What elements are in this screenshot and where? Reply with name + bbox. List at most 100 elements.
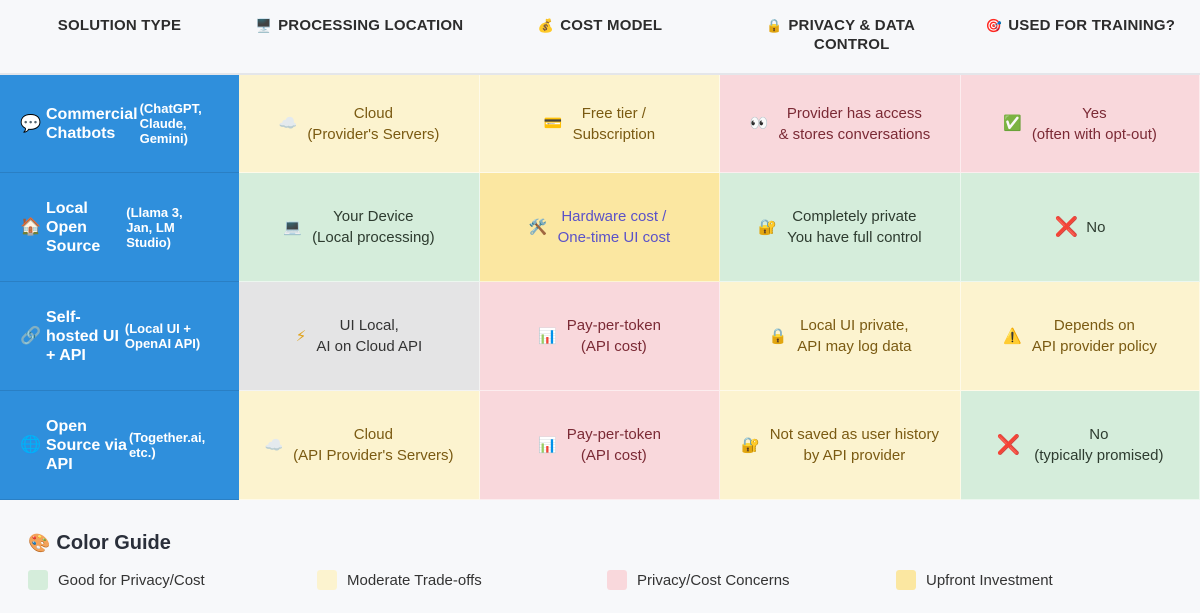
cell-training: ❌ No (typically promised) [961, 391, 1200, 500]
cell-processing-location: 💻 Your Device (Local processing) [239, 173, 480, 282]
row-title: Source via [46, 436, 127, 454]
cell-text: (Local processing) [312, 229, 435, 246]
row-title: Open [46, 417, 87, 435]
cell-text: Subscription [572, 125, 656, 143]
legend-label: Good for Privacy/Cost [58, 571, 205, 589]
tools-icon: 🛠️ [528, 218, 548, 236]
row-subtitle: Gemini) [139, 131, 188, 146]
cell-privacy: 🔐 Not saved as user history by API provid… [720, 391, 961, 500]
cell-cost-model: 💳 Free tier / Subscription [480, 75, 720, 173]
row-subtitle: (Local UI + [124, 321, 191, 336]
house-icon: 🏠 [20, 217, 42, 236]
cell-privacy: 🔒 Local UI private, API may log data [720, 282, 961, 391]
legend-item: Upfront Investment [896, 570, 1053, 590]
header-privacy: 🔒 PRIVACY & DATA CONTROL [720, 0, 961, 75]
table-row-self-hosted-ui: 🔗 Self- hosted UI + API (Local UI + Open… [0, 282, 1200, 391]
legend-swatch [317, 570, 337, 590]
cell-cost-model: 📊 Pay-per-token (API cost) [480, 391, 720, 500]
lock-with-key-icon: 🔐 [758, 218, 778, 236]
cell-text: Completely private [792, 208, 917, 225]
cross-mark-icon: ❌ [1054, 216, 1079, 238]
cell-training: ❌ No [961, 173, 1200, 282]
cell-text: One-time UI cost [557, 229, 671, 246]
legend-swatch [896, 570, 916, 590]
table-header: SOLUTION TYPE 🖥️ PROCESSING LOCATION 💰 C… [0, 0, 1200, 75]
cell-text: Hardware cost / [561, 208, 667, 225]
table-row-open-source-via-api: 🌐 Open Source via API (Together.ai, etc.… [0, 391, 1200, 500]
cell-text: API may log data [797, 338, 912, 355]
credit-card-icon: 💳 [543, 115, 563, 132]
link-icon: 🔗 [20, 326, 42, 345]
cell-text: (often with opt-out) [1031, 125, 1157, 143]
header-solution-type: SOLUTION TYPE [0, 0, 239, 75]
laptop-icon: 💻 [283, 218, 303, 236]
table-row-local-open-source: 🏠 Local Open Source (Llama 3, Jan, LM St… [0, 173, 1200, 282]
row-subtitle: Jan, LM [126, 219, 175, 235]
lock-with-key-icon: 🔐 [741, 436, 760, 454]
header-cost-model: 💰 COST MODEL [480, 0, 720, 75]
lock-icon: 🔒 [765, 18, 783, 33]
cell-text: Pay-per-token [566, 426, 661, 443]
row-label: 🔗 Self- hosted UI + API (Local UI + Open… [0, 282, 239, 391]
cell-text: (API cost) [580, 447, 647, 464]
legend-item: Good for Privacy/Cost [28, 570, 205, 590]
cell-text: You have full control [787, 229, 922, 246]
cell-text: No [1086, 218, 1106, 236]
cell-text: AI on Cloud API [316, 338, 423, 355]
globe-icon: 🌐 [20, 435, 42, 454]
row-label: 🌐 Open Source via API (Together.ai, etc.… [0, 391, 239, 500]
cell-processing-location: ⚡ UI Local, AI on Cloud API [239, 282, 480, 391]
cross-mark-icon: ❌ [996, 434, 1021, 456]
row-title: Commercial [46, 105, 138, 123]
row-label: 🏠 Local Open Source (Llama 3, Jan, LM St… [0, 173, 239, 282]
cell-text: (API Provider's Servers) [293, 447, 454, 464]
color-guide-title: 🎨 Color Guide [28, 532, 171, 555]
cell-processing-location: ☁️ Cloud (API Provider's Servers) [239, 391, 480, 500]
row-title: hosted UI [46, 327, 119, 345]
cell-text: (typically promised) [1034, 447, 1164, 464]
cell-training: ✅ Yes (often with opt-out) [961, 75, 1200, 173]
lock-icon: 🔒 [768, 327, 788, 345]
cell-text: by API provider [803, 447, 906, 464]
cell-text: Local UI private, [800, 317, 909, 334]
cell-text: (Provider's Servers) [307, 125, 440, 143]
cell-text: Depends on [1053, 317, 1135, 334]
cell-text: No [1089, 426, 1109, 443]
cell-text: Provider has access [786, 104, 922, 122]
row-subtitle: Studio) [126, 234, 172, 250]
cell-text: Yes [1082, 104, 1107, 122]
header-label: COST MODEL [560, 17, 663, 34]
row-subtitle: OpenAI API) [124, 336, 201, 351]
cell-text: UI Local, [339, 317, 399, 334]
cloud-icon: ☁️ [278, 115, 298, 132]
row-subtitle: Claude, [139, 116, 187, 131]
cell-cost-model: 🛠️ Hardware cost / One-time UI cost [480, 173, 720, 282]
row-title: Self- [46, 308, 81, 326]
row-title: Source [46, 237, 101, 255]
cell-text: API provider policy [1031, 338, 1157, 355]
legend-label: Moderate Trade-offs [347, 571, 482, 589]
cell-cost-model: 📊 Pay-per-token (API cost) [480, 282, 720, 391]
cell-text: Your Device [333, 208, 414, 225]
cloud-icon: ☁️ [264, 436, 284, 454]
row-title: Chatbots [46, 124, 116, 142]
cell-text: Not saved as user history [769, 426, 939, 443]
cell-privacy: 👀 Provider has access & stores conversati… [720, 75, 961, 173]
row-title: + API [46, 346, 86, 364]
legend-label: Upfront Investment [926, 571, 1053, 589]
cell-privacy: 🔐 Completely private You have full contro… [720, 173, 961, 282]
warning-icon: ⚠️ [1003, 327, 1022, 345]
row-subtitle: (Together.ai, [128, 430, 206, 445]
row-subtitle: (Llama 3, [126, 204, 183, 220]
palette-icon: 🎨 [28, 533, 51, 553]
cell-text: Pay-per-token [566, 317, 661, 334]
cell-text: Free tier / [581, 104, 646, 122]
header-label: PRIVACY & DATA [788, 17, 916, 34]
header-processing-location: 🖥️ PROCESSING LOCATION [239, 0, 480, 75]
header-training: 🎯 USED FOR TRAINING? [961, 0, 1200, 75]
lightning-icon: ⚡ [295, 327, 307, 345]
legend-item: Privacy/Cost Concerns [607, 570, 790, 590]
row-subtitle: (ChatGPT, [139, 101, 202, 116]
cell-text: & stores conversations [778, 125, 931, 143]
check-mark-icon: ✅ [1003, 115, 1022, 132]
